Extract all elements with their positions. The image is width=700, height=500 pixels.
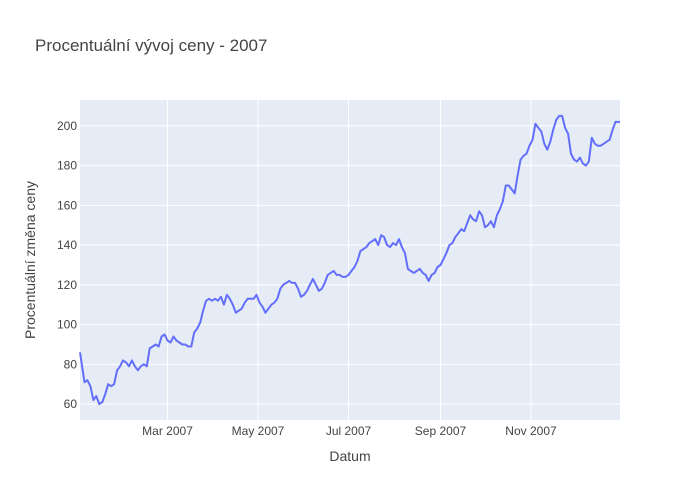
x-axis-title: Datum bbox=[329, 448, 370, 464]
x-tick-labels: Mar 2007 May 2007 Jul 2007 Sep 2007 Nov 2007 bbox=[142, 424, 557, 438]
y-axis-title: Procentuální změna ceny bbox=[22, 181, 38, 339]
y-tick-label: 120 bbox=[57, 278, 77, 292]
y-tick-label: 60 bbox=[64, 397, 78, 411]
y-tick-label: 140 bbox=[57, 238, 77, 252]
x-gridlines bbox=[167, 100, 532, 420]
x-tick-label: Sep 2007 bbox=[415, 424, 467, 438]
x-tick-label: Mar 2007 bbox=[142, 424, 193, 438]
x-tick-label: May 2007 bbox=[232, 424, 285, 438]
x-tick-label: Nov 2007 bbox=[505, 424, 557, 438]
y-tick-labels: 60 80 100 120 140 160 180 200 bbox=[57, 119, 77, 411]
y-tick-label: 160 bbox=[57, 198, 77, 212]
y-tick-label: 80 bbox=[64, 357, 78, 371]
y-tick-label: 180 bbox=[57, 159, 77, 173]
chart-title: Procentuální vývoj ceny - 2007 bbox=[35, 36, 267, 55]
x-tick-label: Jul 2007 bbox=[326, 424, 372, 438]
y-tick-label: 100 bbox=[57, 318, 77, 332]
plot-area bbox=[80, 100, 620, 420]
y-gridlines bbox=[80, 125, 620, 405]
price-series-line bbox=[79, 114, 620, 406]
y-tick-label: 200 bbox=[57, 119, 77, 133]
